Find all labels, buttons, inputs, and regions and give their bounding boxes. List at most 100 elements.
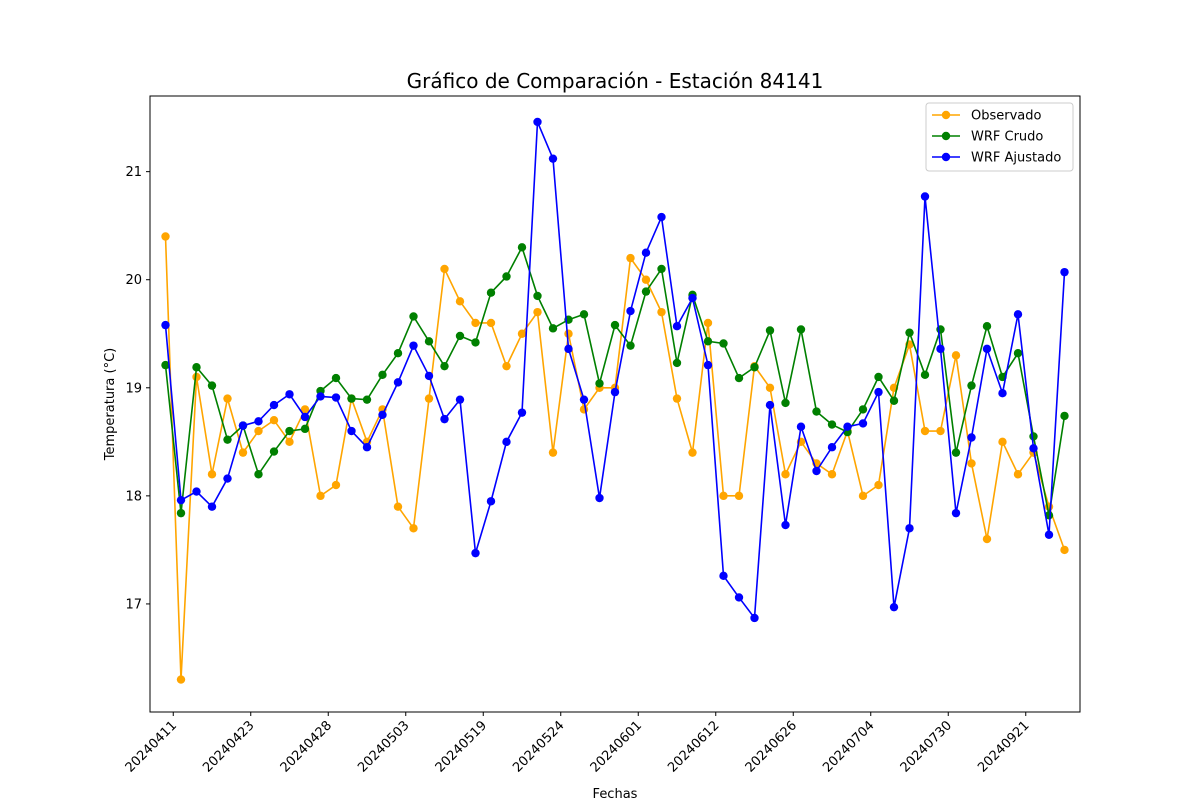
data-point xyxy=(176,675,186,684)
data-point xyxy=(1044,530,1054,539)
data-point xyxy=(672,358,682,368)
data-point xyxy=(688,293,697,303)
data-point xyxy=(207,470,217,479)
data-point xyxy=(300,424,310,434)
data-point xyxy=(548,448,558,457)
x-tick-label: 20240704 xyxy=(820,718,877,775)
data-point xyxy=(362,443,372,452)
data-point xyxy=(812,466,821,476)
legend-entry-label: WRF Crudo xyxy=(971,130,1043,145)
data-point xyxy=(595,493,604,503)
data-point xyxy=(347,394,356,403)
data-point xyxy=(579,405,589,414)
data-point xyxy=(424,337,434,346)
data-point xyxy=(254,417,263,426)
data-point xyxy=(874,387,883,397)
legend-frame xyxy=(925,102,1074,172)
data-point xyxy=(517,243,527,252)
data-point xyxy=(486,288,496,297)
data-point xyxy=(781,398,790,408)
data-point xyxy=(192,372,201,382)
data-point xyxy=(734,593,744,602)
data-point xyxy=(734,491,744,501)
data-point xyxy=(285,437,294,447)
data-point xyxy=(796,325,806,334)
data-point xyxy=(223,394,232,403)
data-point xyxy=(238,421,248,430)
data-point xyxy=(471,318,480,328)
data-point xyxy=(967,433,976,442)
data-point xyxy=(610,320,620,330)
data-point xyxy=(719,491,728,501)
data-point xyxy=(936,344,945,354)
data-point xyxy=(161,232,170,241)
data-point xyxy=(858,419,868,428)
data-point xyxy=(1060,545,1069,555)
data-point xyxy=(269,447,279,456)
data-point xyxy=(254,470,263,479)
data-point xyxy=(998,388,1007,398)
data-point xyxy=(1029,444,1038,453)
data-point xyxy=(1029,432,1038,441)
chart-title: Gráfico de Comparación - Estación 84141 xyxy=(407,69,824,93)
data-point xyxy=(564,344,573,354)
x-tick-label: 20240612 xyxy=(665,718,722,775)
x-tick-label: 20240601 xyxy=(588,718,645,775)
data-point xyxy=(626,306,635,316)
data-point xyxy=(285,426,294,436)
x-tick-label: 20240524 xyxy=(510,718,567,775)
data-point xyxy=(254,426,263,436)
data-point xyxy=(951,508,961,518)
data-point xyxy=(223,474,232,483)
data-point xyxy=(223,435,232,444)
y-axis-label: Temperatura (°C) xyxy=(103,348,118,461)
data-point xyxy=(750,613,759,623)
data-point xyxy=(176,495,186,505)
data-point xyxy=(874,372,883,382)
x-tick-label: 20240411 xyxy=(123,718,180,775)
data-point xyxy=(269,400,279,410)
data-point xyxy=(703,360,713,370)
data-point xyxy=(533,291,542,301)
data-point xyxy=(765,383,775,392)
data-point xyxy=(409,341,418,350)
data-point xyxy=(905,524,914,533)
data-point xyxy=(393,502,403,511)
data-point xyxy=(641,287,651,296)
data-point xyxy=(316,491,325,501)
data-point xyxy=(502,437,511,447)
data-point xyxy=(843,422,852,431)
data-point xyxy=(641,248,651,257)
data-point xyxy=(409,312,418,321)
data-point xyxy=(486,497,496,506)
data-point xyxy=(161,360,170,370)
data-point xyxy=(796,422,806,431)
data-point xyxy=(378,410,387,420)
data-point xyxy=(998,437,1007,447)
data-point xyxy=(982,534,992,544)
data-point xyxy=(781,470,790,479)
data-point xyxy=(316,392,325,401)
y-tick-label: 20 xyxy=(125,273,142,288)
legend-swatch-marker xyxy=(941,152,951,162)
legend-entry-label: Observado xyxy=(971,109,1042,124)
data-point xyxy=(967,381,976,390)
data-point xyxy=(905,328,914,337)
data-point xyxy=(672,321,682,331)
data-point xyxy=(672,394,682,403)
data-point xyxy=(393,349,403,358)
data-point xyxy=(579,395,589,404)
data-point xyxy=(548,154,558,163)
series-observado xyxy=(161,232,1069,684)
data-point xyxy=(502,272,511,281)
data-point xyxy=(719,339,728,348)
data-point xyxy=(812,407,821,416)
data-point xyxy=(827,470,837,479)
data-point xyxy=(161,320,170,330)
data-point xyxy=(548,324,558,333)
data-point xyxy=(765,400,775,410)
data-point xyxy=(827,443,837,452)
legend: Observado WRF Crudo WRF Ajustado xyxy=(925,102,1074,172)
data-point xyxy=(874,480,883,490)
data-point xyxy=(471,338,480,347)
